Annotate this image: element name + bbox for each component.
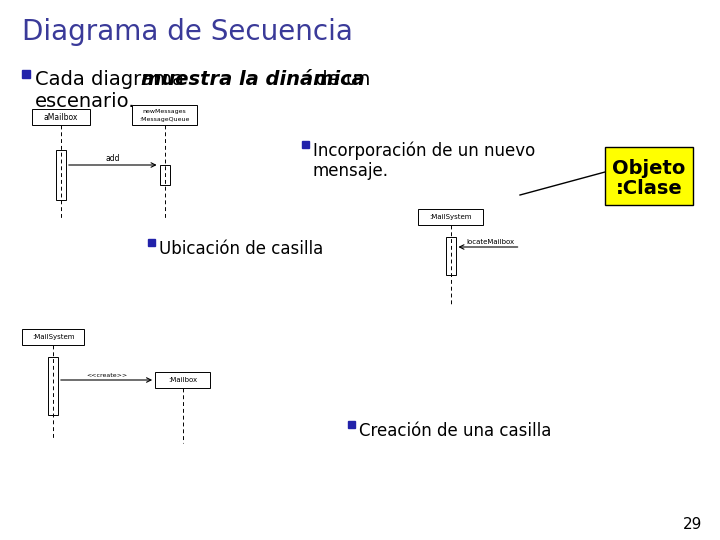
Text: escenario.: escenario. xyxy=(35,92,135,111)
Text: Ubicación de casilla: Ubicación de casilla xyxy=(159,240,323,258)
Text: aMailbox: aMailbox xyxy=(44,112,78,122)
Bar xyxy=(605,147,693,205)
Text: Diagrama de Secuencia: Diagrama de Secuencia xyxy=(22,18,353,46)
Bar xyxy=(132,105,197,125)
Text: :MailSystem: :MailSystem xyxy=(429,214,472,220)
Text: Incorporación de un nuevo: Incorporación de un nuevo xyxy=(313,142,535,160)
Text: 29: 29 xyxy=(683,517,702,532)
Bar xyxy=(48,357,58,415)
Bar xyxy=(22,70,30,78)
Text: de un: de un xyxy=(309,70,370,89)
Text: mensaje.: mensaje. xyxy=(313,162,389,180)
Bar xyxy=(22,329,84,345)
Text: Objeto: Objeto xyxy=(612,159,685,178)
Bar xyxy=(302,141,309,148)
Text: Cada diagrama: Cada diagrama xyxy=(35,70,190,89)
Text: :MailSystem: :MailSystem xyxy=(32,334,74,340)
Text: Creación de una casilla: Creación de una casilla xyxy=(359,422,552,440)
Text: newMessages: newMessages xyxy=(143,110,186,114)
Bar xyxy=(446,237,456,275)
Text: muestra la dinámica: muestra la dinámica xyxy=(140,70,364,89)
Bar xyxy=(348,421,355,428)
Bar xyxy=(56,150,66,200)
Bar xyxy=(155,372,210,388)
Text: add: add xyxy=(106,154,120,163)
Bar xyxy=(32,109,90,125)
Text: :MessageQueue: :MessageQueue xyxy=(139,117,189,122)
Text: locateMailbox: locateMailbox xyxy=(467,239,515,245)
Bar xyxy=(148,239,155,246)
Text: <<create>>: <<create>> xyxy=(86,373,127,378)
Text: :Mailbox: :Mailbox xyxy=(168,377,197,383)
Bar xyxy=(418,209,483,225)
Text: :Clase: :Clase xyxy=(616,179,683,198)
Bar xyxy=(160,165,169,185)
